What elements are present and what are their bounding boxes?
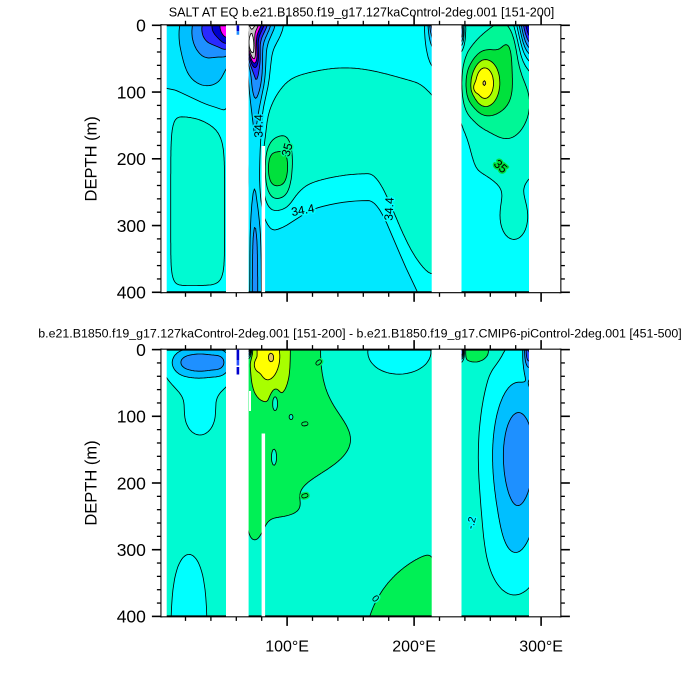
svg-text:0: 0 [136, 340, 146, 360]
svg-text:200: 200 [117, 473, 146, 493]
svg-text:DEPTH (m): DEPTH (m) [83, 440, 101, 525]
svg-text:100°E: 100°E [265, 638, 309, 655]
svg-text:200°E: 200°E [392, 638, 436, 655]
svg-text:100: 100 [117, 407, 146, 427]
svg-text:400: 400 [117, 607, 146, 627]
svg-text:b.e21.B1850.f19_g17.127kaContr: b.e21.B1850.f19_g17.127kaControl-2deg.00… [38, 327, 681, 341]
svg-text:400: 400 [117, 283, 146, 303]
svg-text:300: 300 [117, 216, 146, 236]
svg-text:0: 0 [136, 16, 146, 36]
svg-text:300: 300 [117, 540, 146, 560]
svg-text:200: 200 [117, 149, 146, 169]
svg-text:300°E: 300°E [519, 638, 563, 655]
svg-text:100: 100 [117, 82, 146, 102]
svg-text:DEPTH (m): DEPTH (m) [83, 116, 101, 201]
svg-text:SALT AT EQ b.e21.B1850.f19_g17: SALT AT EQ b.e21.B1850.f19_g17.127kaCont… [169, 6, 555, 20]
